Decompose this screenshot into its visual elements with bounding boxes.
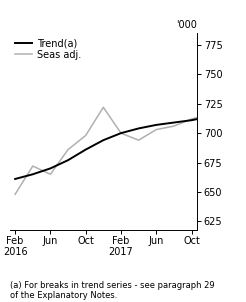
Legend: Trend(a), Seas adj.: Trend(a), Seas adj. xyxy=(11,34,85,63)
Text: (a) For breaks in trend series - see paragraph 29
of the Explanatory Notes.: (a) For breaks in trend series - see par… xyxy=(10,281,215,300)
Text: '000: '000 xyxy=(176,20,197,30)
